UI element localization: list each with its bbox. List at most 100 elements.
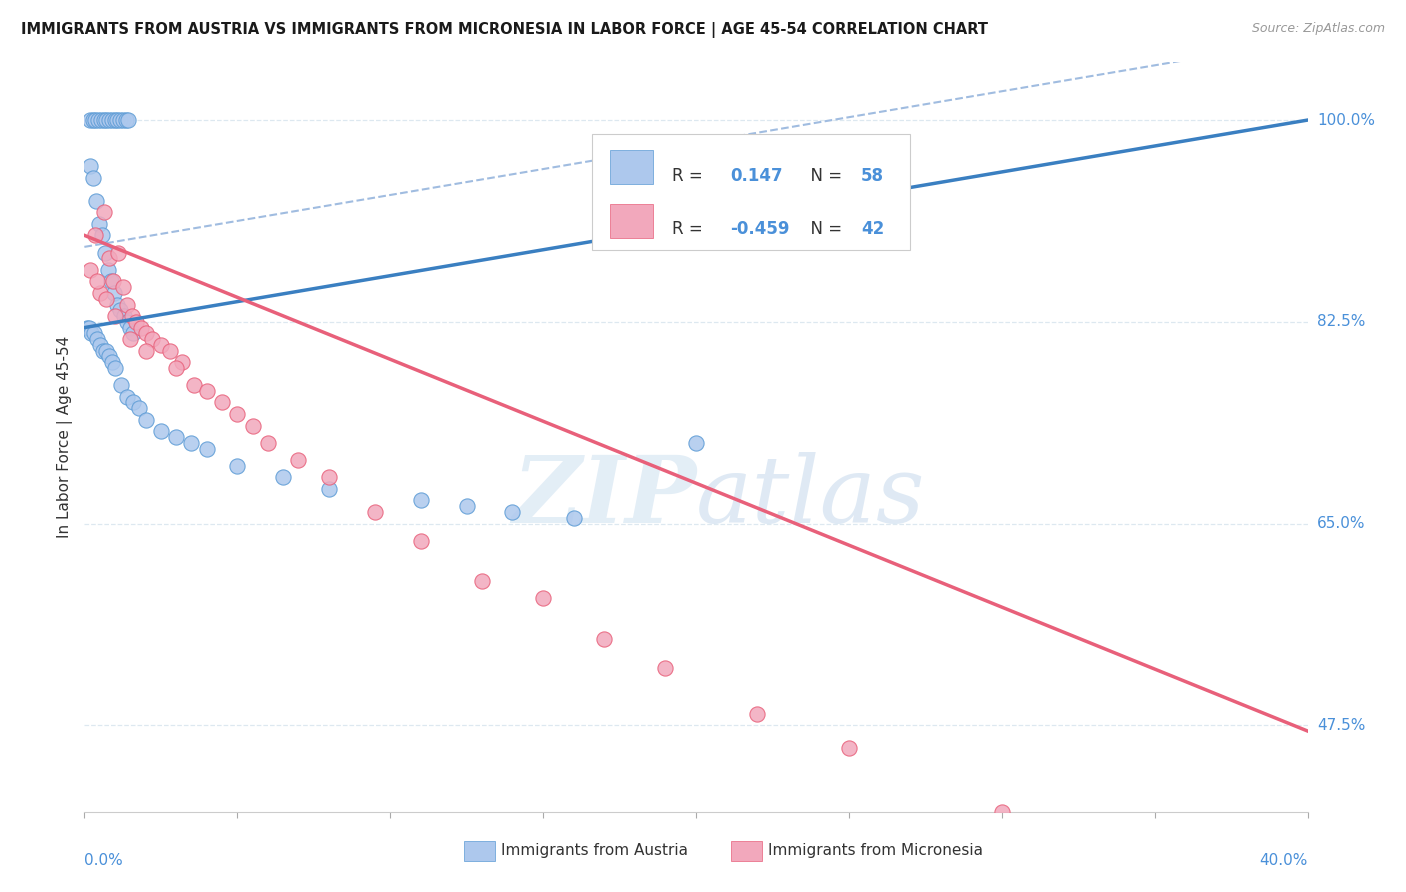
Y-axis label: In Labor Force | Age 45-54: In Labor Force | Age 45-54 bbox=[58, 336, 73, 538]
Point bbox=[318, 482, 340, 496]
Text: atlas: atlas bbox=[696, 452, 925, 542]
Point bbox=[531, 591, 554, 606]
Point bbox=[149, 425, 172, 439]
Point bbox=[86, 275, 108, 289]
Point bbox=[135, 413, 157, 427]
Point bbox=[104, 113, 127, 128]
Text: R =: R = bbox=[672, 167, 707, 185]
Point bbox=[101, 355, 124, 369]
Text: Source: ZipAtlas.com: Source: ZipAtlas.com bbox=[1251, 22, 1385, 36]
Point bbox=[107, 245, 129, 260]
Point bbox=[195, 442, 218, 456]
Point bbox=[128, 401, 150, 416]
Point bbox=[180, 435, 202, 450]
Point bbox=[87, 217, 110, 231]
Point bbox=[86, 332, 108, 346]
Point bbox=[104, 309, 127, 323]
Point bbox=[838, 741, 860, 756]
Point bbox=[409, 493, 432, 508]
Point bbox=[125, 315, 148, 329]
Point bbox=[121, 326, 143, 341]
Point bbox=[226, 458, 249, 473]
Point bbox=[257, 435, 280, 450]
Point bbox=[94, 343, 117, 358]
Point bbox=[94, 245, 117, 260]
Point bbox=[89, 285, 111, 300]
Text: N =: N = bbox=[800, 167, 848, 185]
Text: -0.459: -0.459 bbox=[730, 220, 790, 238]
Point bbox=[89, 338, 111, 352]
Point bbox=[115, 390, 138, 404]
Point bbox=[101, 113, 124, 128]
Point bbox=[93, 205, 115, 219]
Point bbox=[654, 660, 676, 674]
Bar bbox=[592, 134, 910, 250]
Point bbox=[90, 113, 112, 128]
Text: 47.5%: 47.5% bbox=[1317, 718, 1365, 732]
Point bbox=[159, 343, 181, 358]
Text: 58: 58 bbox=[860, 167, 884, 185]
Point bbox=[211, 395, 233, 409]
Point bbox=[100, 275, 122, 289]
Point bbox=[87, 113, 110, 128]
Point bbox=[593, 632, 616, 646]
Point bbox=[226, 407, 249, 421]
Point bbox=[562, 510, 585, 524]
Text: 42: 42 bbox=[860, 220, 884, 238]
Point bbox=[242, 418, 264, 433]
Point bbox=[135, 326, 157, 341]
Point bbox=[104, 360, 127, 375]
Point bbox=[115, 315, 138, 329]
Point bbox=[287, 453, 309, 467]
Point bbox=[685, 435, 707, 450]
Point bbox=[502, 505, 524, 519]
Point bbox=[183, 378, 205, 392]
Text: N =: N = bbox=[800, 220, 848, 238]
Point bbox=[82, 170, 104, 185]
Point bbox=[80, 326, 103, 341]
Text: IMMIGRANTS FROM AUSTRIA VS IMMIGRANTS FROM MICRONESIA IN LABOR FORCE | AGE 45-54: IMMIGRANTS FROM AUSTRIA VS IMMIGRANTS FR… bbox=[21, 22, 988, 38]
Point bbox=[98, 113, 121, 128]
Point bbox=[117, 113, 139, 128]
Point bbox=[111, 280, 134, 294]
Point bbox=[1143, 833, 1166, 847]
Point bbox=[77, 320, 100, 334]
Point bbox=[82, 113, 104, 128]
Point bbox=[271, 470, 294, 484]
Point bbox=[103, 275, 125, 289]
Point bbox=[364, 505, 387, 519]
Point bbox=[79, 159, 101, 173]
Text: 82.5%: 82.5% bbox=[1317, 314, 1365, 329]
Point bbox=[747, 706, 769, 721]
Point bbox=[94, 292, 117, 306]
Point bbox=[121, 309, 143, 323]
Point bbox=[991, 805, 1014, 819]
Text: 40.0%: 40.0% bbox=[1260, 853, 1308, 868]
Text: Immigrants from Micronesia: Immigrants from Micronesia bbox=[768, 844, 983, 858]
Point bbox=[122, 395, 145, 409]
Point bbox=[105, 113, 128, 128]
Point bbox=[135, 343, 157, 358]
Text: 65.0%: 65.0% bbox=[1317, 516, 1365, 531]
Bar bbox=[610, 204, 654, 238]
Point bbox=[409, 533, 432, 548]
Point bbox=[165, 430, 187, 444]
Point bbox=[111, 113, 134, 128]
Point bbox=[84, 113, 107, 128]
Text: ZIP: ZIP bbox=[512, 452, 696, 542]
Point bbox=[149, 338, 172, 352]
Point bbox=[103, 285, 125, 300]
Point bbox=[79, 113, 101, 128]
Point bbox=[471, 574, 494, 589]
Bar bbox=[610, 150, 654, 184]
Point bbox=[112, 309, 135, 323]
Point bbox=[76, 320, 98, 334]
Point bbox=[108, 113, 131, 128]
Point bbox=[84, 228, 107, 243]
Point bbox=[172, 355, 194, 369]
Point bbox=[93, 113, 115, 128]
Text: 0.147: 0.147 bbox=[730, 167, 783, 185]
Point bbox=[110, 378, 132, 392]
Point bbox=[84, 194, 107, 208]
Point bbox=[79, 263, 101, 277]
